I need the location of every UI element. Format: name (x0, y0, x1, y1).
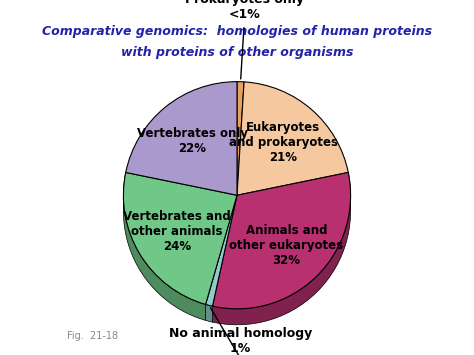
Wedge shape (237, 82, 348, 195)
Polygon shape (206, 305, 212, 322)
Polygon shape (123, 173, 206, 321)
Wedge shape (237, 82, 244, 195)
Wedge shape (212, 173, 351, 309)
Text: Prokaryotes only
<1%: Prokaryotes only <1% (184, 0, 304, 21)
Text: Animals and
other eukaryotes
32%: Animals and other eukaryotes 32% (229, 224, 344, 267)
Wedge shape (123, 173, 237, 305)
Text: Vertebrates and
other animals
24%: Vertebrates and other animals 24% (123, 210, 231, 253)
Text: Comparative genomics:  homologies of human proteins: Comparative genomics: homologies of huma… (42, 25, 432, 38)
Text: Fig.  21-18: Fig. 21-18 (67, 331, 118, 341)
Wedge shape (206, 195, 237, 306)
Text: No animal homology
1%: No animal homology 1% (169, 327, 312, 355)
Text: with proteins of other organisms: with proteins of other organisms (121, 46, 353, 59)
Text: Vertebrates only
22%: Vertebrates only 22% (137, 127, 248, 155)
Text: Eukaryotes
and prokaryotes
21%: Eukaryotes and prokaryotes 21% (228, 121, 337, 164)
Wedge shape (126, 82, 237, 195)
Polygon shape (212, 173, 351, 325)
